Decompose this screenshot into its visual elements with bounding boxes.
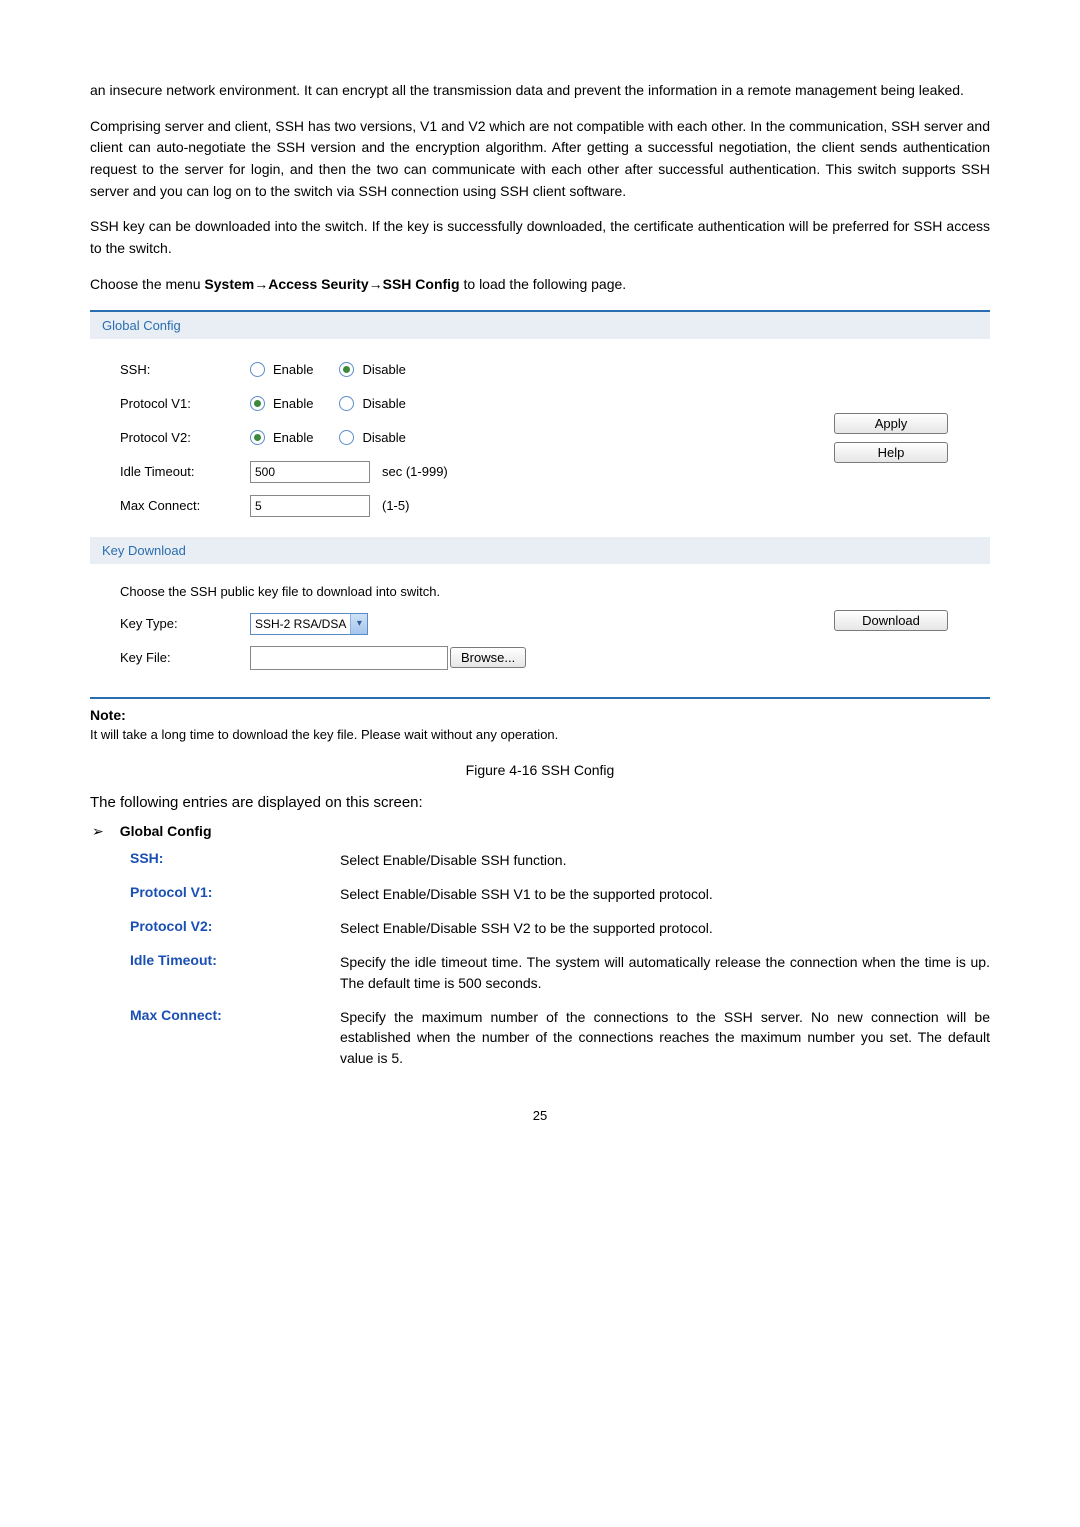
v1-enable-text: Enable — [273, 396, 313, 411]
browse-button[interactable]: Browse... — [450, 647, 526, 668]
def-idle-term: Idle Timeout: — [130, 952, 340, 993]
intro-paragraph-2: Comprising server and client, SSH has tw… — [90, 116, 990, 203]
def-max-desc: Specify the maximum number of the connec… — [340, 1007, 990, 1068]
global-side-buttons: Apply Help — [834, 413, 948, 463]
def-ssh-desc: Select Enable/Disable SSH function. — [340, 850, 990, 870]
def-idle-desc: Specify the idle timeout time. The syste… — [340, 952, 990, 993]
max-label: Max Connect: — [102, 498, 250, 513]
v1-disable-radio[interactable] — [339, 396, 354, 411]
v2-label: Protocol V2: — [102, 430, 250, 445]
def-max-term: Max Connect: — [130, 1007, 340, 1068]
key-file-row: Key File: Browse... — [102, 641, 978, 675]
figure-caption: Figure 4-16 SSH Config — [90, 762, 990, 778]
note-heading: Note: — [90, 707, 990, 723]
page-number: 25 — [90, 1108, 990, 1123]
key-download-body: Choose the SSH public key file to downlo… — [90, 564, 990, 689]
download-button[interactable]: Download — [834, 610, 948, 631]
intro-paragraph-3: SSH key can be downloaded into the switc… — [90, 216, 990, 259]
chevron-down-icon: ▾ — [350, 614, 367, 634]
note-text: It will take a long time to download the… — [90, 727, 990, 742]
ssh-label: SSH: — [102, 362, 250, 377]
definitions-table: SSH: Select Enable/Disable SSH function.… — [130, 850, 990, 1068]
def-v2-desc: Select Enable/Disable SSH V2 to be the s… — [340, 918, 990, 938]
idle-label: Idle Timeout: — [102, 464, 250, 479]
v2-enable-text: Enable — [273, 430, 313, 445]
def-max: Max Connect: Specify the maximum number … — [130, 1007, 990, 1068]
v1-label: Protocol V1: — [102, 396, 250, 411]
ssh-disable-text: Disable — [362, 362, 405, 377]
v1-disable-text: Disable — [362, 396, 405, 411]
v2-disable-text: Disable — [362, 430, 405, 445]
def-idle: Idle Timeout: Specify the idle timeout t… — [130, 952, 990, 993]
triangle-bullet-icon: ➢ — [92, 823, 104, 840]
menu-path-line: Choose the menu System→Access Seurity→SS… — [90, 274, 990, 296]
v2-disable-radio[interactable] — [339, 430, 354, 445]
def-v2-term: Protocol V2: — [130, 918, 340, 938]
key-file-label: Key File: — [102, 650, 250, 665]
key-file-input[interactable] — [250, 646, 448, 670]
key-type-label: Key Type: — [102, 616, 250, 631]
help-button[interactable]: Help — [834, 442, 948, 463]
global-config-header: Global Config — [90, 312, 990, 339]
global-config-title: Global Config — [120, 823, 212, 839]
key-type-select[interactable]: SSH-2 RSA/DSA ▾ — [250, 613, 368, 635]
apply-button[interactable]: Apply — [834, 413, 948, 434]
menu-prefix: Choose the menu — [90, 276, 204, 292]
ssh-enable-radio[interactable] — [250, 362, 265, 377]
v2-enable-radio[interactable] — [250, 430, 265, 445]
ssh-row: SSH: Enable Disable — [102, 353, 978, 387]
key-type-value: SSH-2 RSA/DSA — [255, 617, 346, 631]
entries-intro: The following entries are displayed on t… — [90, 794, 990, 811]
max-connect-input[interactable] — [250, 495, 370, 517]
key-download-header: Key Download — [90, 537, 990, 564]
idle-hint: sec (1-999) — [382, 464, 448, 479]
global-config-bullet: ➢ Global Config — [90, 823, 990, 840]
intro-paragraph-1: an insecure network environment. It can … — [90, 80, 990, 102]
key-download-desc: Choose the SSH public key file to downlo… — [102, 578, 978, 607]
def-v1: Protocol V1: Select Enable/Disable SSH V… — [130, 884, 990, 904]
global-config-body: SSH: Enable Disable Protocol V1: Enable … — [90, 339, 990, 537]
v1-enable-radio[interactable] — [250, 396, 265, 411]
ssh-enable-text: Enable — [273, 362, 313, 377]
def-ssh: SSH: Select Enable/Disable SSH function. — [130, 850, 990, 870]
max-hint: (1-5) — [382, 498, 409, 513]
menu-path: System→Access Seurity→SSH Config — [204, 276, 459, 292]
max-connect-row: Max Connect: (1-5) — [102, 489, 978, 523]
def-v2: Protocol V2: Select Enable/Disable SSH V… — [130, 918, 990, 938]
def-ssh-term: SSH: — [130, 850, 340, 870]
ssh-disable-radio[interactable] — [339, 362, 354, 377]
ssh-config-panel: Global Config SSH: Enable Disable Protoc… — [90, 310, 990, 699]
menu-suffix: to load the following page. — [460, 276, 627, 292]
idle-timeout-input[interactable] — [250, 461, 370, 483]
def-v1-term: Protocol V1: — [130, 884, 340, 904]
def-v1-desc: Select Enable/Disable SSH V1 to be the s… — [340, 884, 990, 904]
